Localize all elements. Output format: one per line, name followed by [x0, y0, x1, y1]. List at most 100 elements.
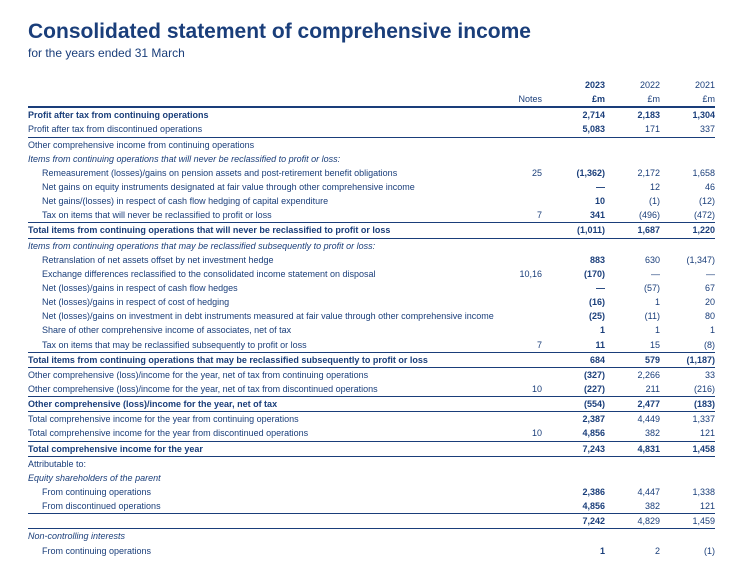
row-value: 337 — [660, 122, 715, 137]
row-value: 2,714 — [550, 107, 605, 122]
row-notes — [502, 152, 550, 166]
row-label: Net (losses)/gains in respect of cost of… — [28, 295, 502, 309]
row-notes: 10 — [502, 382, 550, 397]
row-notes — [502, 137, 550, 152]
table-row: Other comprehensive (loss)/income for th… — [28, 397, 715, 412]
table-row: Profit after tax from discontinued opera… — [28, 122, 715, 137]
row-label: From discontinued operations — [28, 499, 502, 514]
row-label: Exchange differences reclassified to the… — [28, 267, 502, 281]
row-value — [550, 471, 605, 485]
row-value: 883 — [550, 253, 605, 267]
row-value — [605, 238, 660, 253]
row-value: 2,172 — [605, 166, 660, 180]
row-notes — [502, 441, 550, 456]
table-row: Net gains on equity instruments designat… — [28, 180, 715, 194]
row-value: (25) — [550, 309, 605, 323]
row-value: 4,829 — [605, 514, 660, 529]
row-value — [605, 152, 660, 166]
table-row: Net (losses)/gains in respect of cash fl… — [28, 281, 715, 295]
row-value: 67 — [660, 281, 715, 295]
row-value: 1,458 — [660, 441, 715, 456]
row-value: 7,243 — [550, 441, 605, 456]
row-notes: 10,16 — [502, 267, 550, 281]
row-value: (1,187) — [660, 352, 715, 367]
row-value — [660, 152, 715, 166]
row-value: 1,304 — [660, 107, 715, 122]
row-notes — [502, 529, 550, 544]
table-row: Total comprehensive income for the year … — [28, 412, 715, 427]
row-value: 211 — [605, 382, 660, 397]
row-label: Total comprehensive income for the year … — [28, 412, 502, 427]
table-row: Net (losses)/gains on investment in debt… — [28, 309, 715, 323]
row-notes — [502, 281, 550, 295]
row-value: 684 — [550, 352, 605, 367]
table-row: Remeasurement (losses)/gains on pension … — [28, 166, 715, 180]
row-value: 2,266 — [605, 367, 660, 382]
row-label: Total comprehensive income for the year … — [28, 426, 502, 441]
row-notes — [502, 323, 550, 337]
row-label: Net (losses)/gains on investment in debt… — [28, 309, 502, 323]
col-unit-2022: £m — [605, 92, 660, 107]
row-value — [660, 471, 715, 485]
row-notes — [502, 194, 550, 208]
row-notes — [502, 412, 550, 427]
row-value: (12) — [660, 194, 715, 208]
row-notes — [502, 397, 550, 412]
row-value: 1,338 — [660, 485, 715, 499]
row-value: 1,687 — [605, 223, 660, 238]
row-value: 2,183 — [605, 107, 660, 122]
row-notes — [502, 499, 550, 514]
row-value: (472) — [660, 208, 715, 223]
row-label: Tax on items that may be reclassified su… — [28, 338, 502, 353]
row-value: 2,477 — [605, 397, 660, 412]
col-header-notes: Notes — [502, 92, 550, 107]
row-value: 1 — [550, 544, 605, 558]
row-value: (496) — [605, 208, 660, 223]
col-unit-2023: £m — [550, 92, 605, 107]
row-label: Retranslation of net assets offset by ne… — [28, 253, 502, 267]
row-label: Net (losses)/gains in respect of cash fl… — [28, 281, 502, 295]
row-value: (16) — [550, 295, 605, 309]
row-value — [605, 456, 660, 471]
row-label: Non-controlling interests — [28, 529, 502, 544]
row-value: 5,083 — [550, 122, 605, 137]
row-label: Profit after tax from continuing operati… — [28, 107, 502, 122]
row-value — [605, 137, 660, 152]
row-label: Total comprehensive income for the year — [28, 441, 502, 456]
row-value: (327) — [550, 367, 605, 382]
row-label: From continuing operations — [28, 485, 502, 499]
row-value: (554) — [550, 397, 605, 412]
row-label: Items from continuing operations that ma… — [28, 238, 502, 253]
row-value: 2 — [605, 544, 660, 558]
row-label: Share of other comprehensive income of a… — [28, 323, 502, 337]
row-value — [550, 152, 605, 166]
table-row: Share of other comprehensive income of a… — [28, 323, 715, 337]
row-value: 382 — [605, 426, 660, 441]
row-label: Net gains on equity instruments designat… — [28, 180, 502, 194]
row-value — [660, 529, 715, 544]
row-value: — — [605, 267, 660, 281]
row-value — [550, 456, 605, 471]
row-value: (170) — [550, 267, 605, 281]
row-value — [605, 471, 660, 485]
row-value: 2,387 — [550, 412, 605, 427]
row-value: 12 — [605, 180, 660, 194]
row-value: — — [550, 180, 605, 194]
row-value: 20 — [660, 295, 715, 309]
row-label: Other comprehensive (loss)/income for th… — [28, 367, 502, 382]
row-notes — [502, 471, 550, 485]
row-notes — [502, 223, 550, 238]
row-value — [605, 529, 660, 544]
row-value: 382 — [605, 499, 660, 514]
row-value: 341 — [550, 208, 605, 223]
row-value: 80 — [660, 309, 715, 323]
row-value: 4,856 — [550, 499, 605, 514]
row-value: 1 — [550, 323, 605, 337]
row-value: 579 — [605, 352, 660, 367]
row-value: 121 — [660, 499, 715, 514]
income-statement-table: 2023 2022 2021 Notes £m £m £m Profit aft… — [28, 78, 715, 558]
row-label: From continuing operations — [28, 544, 502, 558]
row-notes — [502, 180, 550, 194]
row-notes — [502, 544, 550, 558]
row-notes — [502, 295, 550, 309]
